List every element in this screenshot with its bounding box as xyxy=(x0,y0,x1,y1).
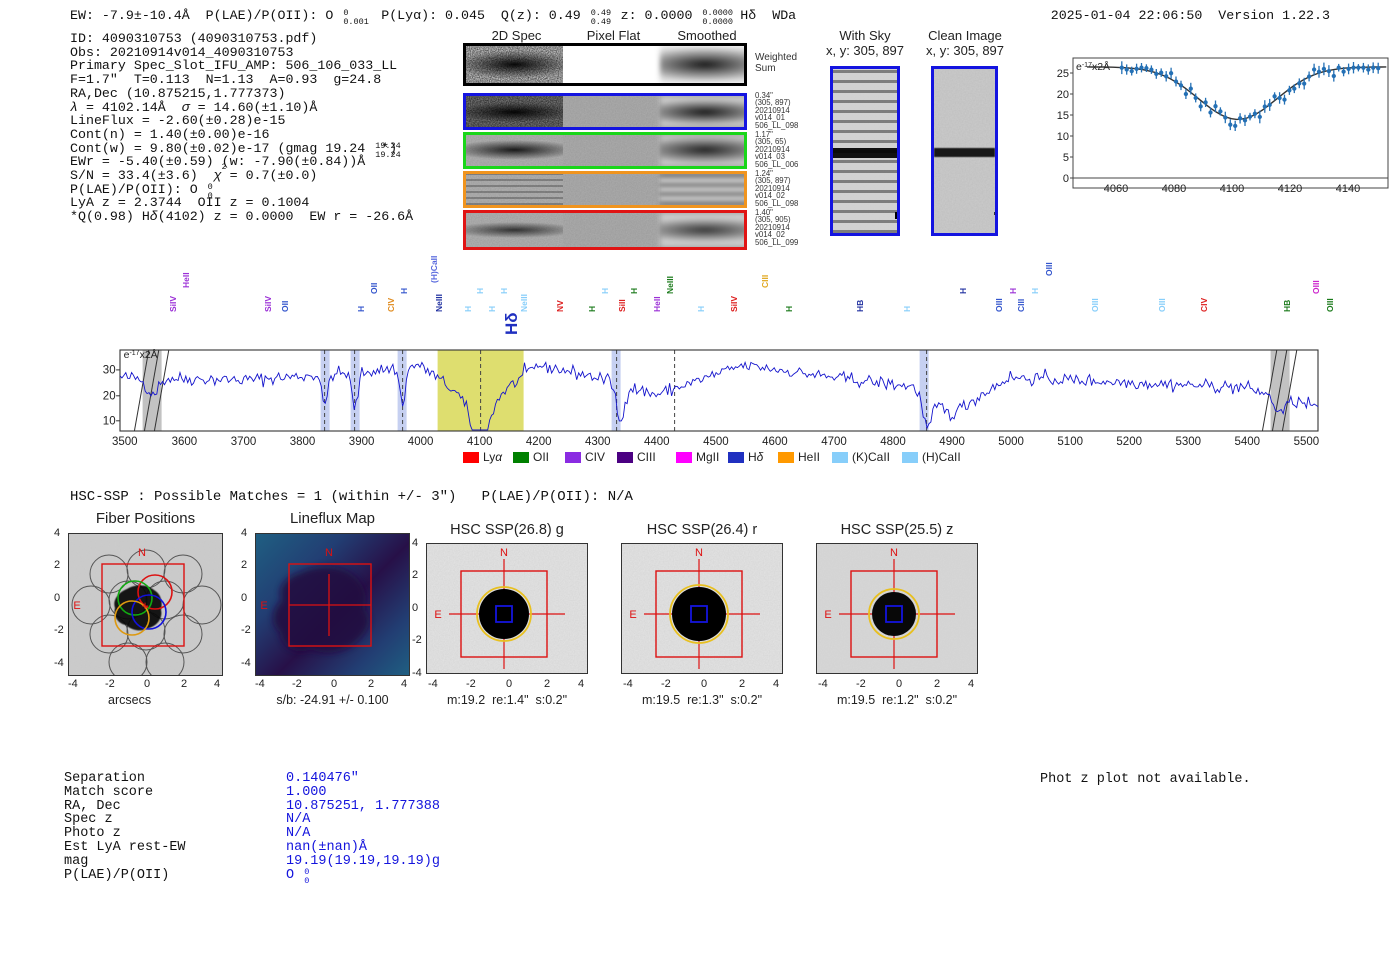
svg-text:20: 20 xyxy=(1057,89,1069,101)
svg-text:10: 10 xyxy=(1057,131,1069,143)
svg-text:5200: 5200 xyxy=(1116,436,1142,448)
svg-text:5500: 5500 xyxy=(1294,436,1320,448)
svg-text:N: N xyxy=(500,547,508,559)
svg-text:10: 10 xyxy=(103,415,116,427)
svg-text:4400: 4400 xyxy=(644,436,670,448)
svg-text:5100: 5100 xyxy=(1057,436,1083,448)
svg-text:4600: 4600 xyxy=(762,436,788,448)
svg-text:E: E xyxy=(434,609,441,621)
svg-text:E: E xyxy=(824,609,831,621)
svg-text:4300: 4300 xyxy=(585,436,611,448)
svg-text:5000: 5000 xyxy=(998,436,1024,448)
svg-text:4500: 4500 xyxy=(703,436,729,448)
svg-text:4800: 4800 xyxy=(880,436,906,448)
svg-text:E: E xyxy=(260,600,267,612)
svg-text:3900: 3900 xyxy=(349,436,375,448)
svg-text:4000: 4000 xyxy=(408,436,434,448)
svg-text:15: 15 xyxy=(1057,110,1069,122)
svg-text:3800: 3800 xyxy=(290,436,316,448)
svg-text:N: N xyxy=(695,547,703,559)
svg-text:+: + xyxy=(141,598,149,613)
svg-text:3500: 3500 xyxy=(112,436,138,448)
svg-text:5300: 5300 xyxy=(1176,436,1202,448)
svg-text:4140: 4140 xyxy=(1336,183,1360,195)
svg-text:5: 5 xyxy=(1063,152,1069,164)
svg-text:20: 20 xyxy=(103,390,116,402)
svg-text:4120: 4120 xyxy=(1278,183,1302,195)
svg-text:4100: 4100 xyxy=(467,436,493,448)
svg-text:e-17x2Å: e-17x2Å xyxy=(124,348,158,361)
svg-text:N: N xyxy=(138,547,146,559)
svg-text:4100: 4100 xyxy=(1220,183,1244,195)
svg-text:N: N xyxy=(890,547,898,559)
svg-text:4200: 4200 xyxy=(526,436,552,448)
svg-text:4700: 4700 xyxy=(821,436,847,448)
svg-text:3600: 3600 xyxy=(172,436,198,448)
svg-text:3700: 3700 xyxy=(231,436,257,448)
svg-text:E: E xyxy=(629,609,636,621)
svg-text:4060: 4060 xyxy=(1104,183,1128,195)
svg-text:30: 30 xyxy=(103,365,116,377)
svg-text:5400: 5400 xyxy=(1235,436,1261,448)
svg-text:E: E xyxy=(73,600,80,612)
svg-text:0: 0 xyxy=(1063,173,1069,185)
svg-text:N: N xyxy=(325,547,333,559)
svg-text:4080: 4080 xyxy=(1162,183,1186,195)
svg-text:4900: 4900 xyxy=(939,436,965,448)
svg-text:25: 25 xyxy=(1057,68,1069,80)
